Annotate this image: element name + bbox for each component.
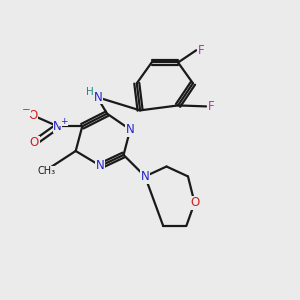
Text: −: − [22,105,30,116]
Text: N: N [126,123,135,136]
Text: N: N [53,120,62,133]
Text: O: O [30,136,39,149]
Text: +: + [60,117,67,126]
Text: F: F [198,44,205,57]
Text: N: N [141,170,149,183]
Text: H: H [86,87,94,97]
Text: N: N [94,91,103,104]
Text: CH₃: CH₃ [37,166,56,176]
Text: F: F [208,100,214,113]
Text: N: N [96,159,105,172]
Text: O: O [190,196,199,209]
Text: O: O [28,109,38,122]
